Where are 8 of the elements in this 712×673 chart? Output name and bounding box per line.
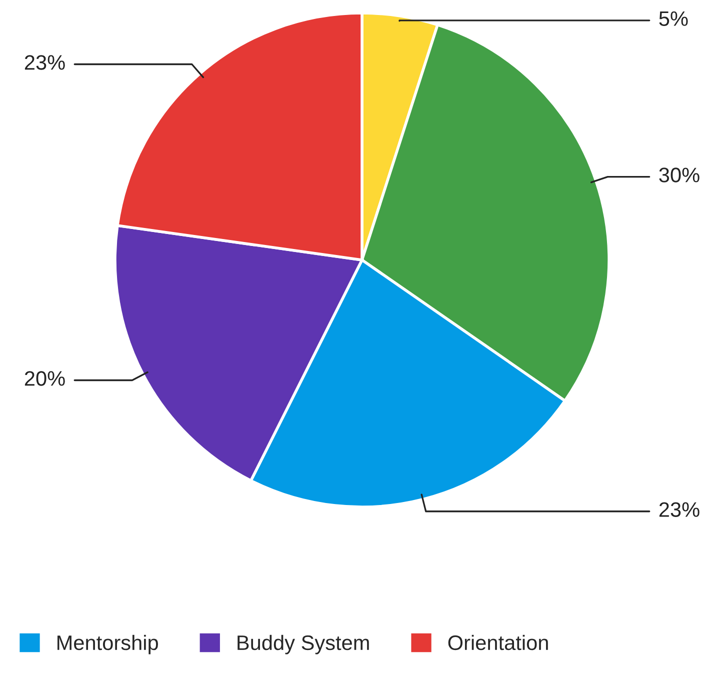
data-label: 20% — [24, 371, 65, 386]
data-label: 23% — [659, 502, 700, 517]
data-label: 23% — [24, 55, 65, 70]
legend-label: Orientation — [448, 634, 548, 650]
legend-label: Buddy System — [238, 634, 369, 654]
legend-label: Mentorship — [58, 634, 158, 654]
data-label: 5% — [659, 11, 688, 26]
data-label: 30% — [659, 168, 700, 182]
